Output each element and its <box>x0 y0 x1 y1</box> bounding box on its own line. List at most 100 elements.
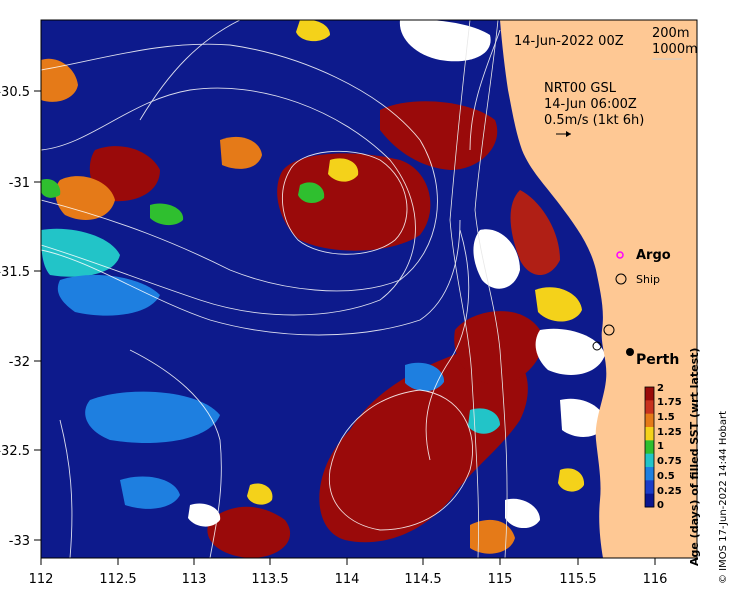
patch-green-left <box>41 178 61 198</box>
credit-label: © IMOS 17-Jun-2022 14:44 Hobart <box>718 411 729 584</box>
contour-6 <box>328 389 473 531</box>
x-tick-label: 114.5 <box>404 572 441 587</box>
ship-position-icon-2 <box>592 341 602 351</box>
colorbar-swatch <box>645 387 654 401</box>
patch-green-north <box>298 182 325 204</box>
contour-9 <box>469 29 501 151</box>
patch-cyan-south <box>468 408 500 434</box>
patch-red-coast <box>454 311 543 385</box>
perth-label: Perth <box>636 352 679 368</box>
y-tick-label: -31 <box>9 176 30 191</box>
nodata-southeast <box>560 398 606 437</box>
y-tick-label: -31.5 <box>0 265 30 280</box>
isobath-200m <box>474 20 508 558</box>
nodata-perth <box>535 328 605 375</box>
contour-7 <box>59 419 73 558</box>
ship-position-icon <box>603 324 615 336</box>
colorbar-swatch <box>645 400 654 415</box>
colorbar-tick-labels: 2 1.75 1.5 1.25 1 0.75 0.5 0.25 0 <box>657 383 682 511</box>
axis-ticks <box>34 90 656 565</box>
x-tick-label: 115.5 <box>559 572 596 587</box>
patch-yellow-coast <box>535 287 582 322</box>
patch-green-west <box>150 203 184 226</box>
contour-10 <box>139 20 241 121</box>
colorbar-tick-label: 0 <box>657 500 664 511</box>
colorbar-swatch <box>645 440 654 455</box>
contour-8 <box>425 229 470 461</box>
ship-legend-label: Ship <box>636 273 660 286</box>
colorbar-title: Age (days) of filled SST (wrt latest) <box>688 348 701 566</box>
colorbar-tick-label: 0.75 <box>657 456 682 467</box>
x-tick-label: 112.5 <box>99 572 136 587</box>
patch-red-shelf <box>510 190 560 275</box>
sst-contours <box>41 20 501 558</box>
y-tick-label: -30.5 <box>0 85 30 100</box>
colorbar-swatch <box>645 493 654 508</box>
sst-age-patches <box>41 20 606 558</box>
colorbar-swatch <box>645 413 654 428</box>
colorbar-frame <box>644 386 655 508</box>
ship-symbol-icon <box>615 273 627 285</box>
colorbar-swatches <box>645 387 654 508</box>
patch-red-northeast <box>380 101 498 170</box>
patch-blue-southwest2 <box>120 476 180 509</box>
x-tick-label: 114 <box>335 572 360 587</box>
patch-red-north <box>277 153 431 251</box>
colorbar-tick-label: 0.5 <box>657 471 675 482</box>
contour-4 <box>129 349 222 558</box>
colorbar-tick-label: 1.5 <box>657 412 675 423</box>
x-tick-label: 112 <box>29 572 54 587</box>
x-tick-label: 113.5 <box>251 572 288 587</box>
nodata-south <box>188 503 221 527</box>
argo-legend-label: Argo <box>636 248 671 263</box>
x-tick-label: 115 <box>488 572 513 587</box>
patch-orange-topleft <box>41 58 78 102</box>
x-tick-labels: 112 112.5 113 113.5 114 114.5 115 115.5 … <box>29 572 668 587</box>
patch-red-south <box>319 344 528 543</box>
y-tick-label: -32 <box>9 355 30 370</box>
argo-symbol-icon <box>616 251 624 259</box>
colorbar-tick-label: 2 <box>657 383 664 394</box>
current-time-label: 14-Jun 06:00Z <box>544 97 637 112</box>
bathymetry-lines <box>449 20 508 558</box>
colorbar-swatch <box>645 453 654 468</box>
nodata-northeast <box>399 20 491 62</box>
patch-yellow-south <box>247 483 273 505</box>
nodata-coast <box>473 229 520 289</box>
date-label: 14-Jun-2022 00Z <box>514 34 624 49</box>
isobath-1000m <box>449 20 479 558</box>
plot-frame <box>40 19 698 559</box>
contour-1 <box>41 43 438 292</box>
y-tick-label: -32.5 <box>0 444 30 459</box>
y-tick-label: -33 <box>9 534 30 549</box>
current-scale-label: 0.5m/s (1kt 6h) <box>544 113 644 128</box>
colorbar-tick-label: 1.75 <box>657 397 682 408</box>
y-tick-labels: -30.5 -31 -31.5 -32 -32.5 -33 <box>0 85 30 549</box>
current-scale-arrow <box>556 131 571 137</box>
patch-orange-south <box>470 519 515 554</box>
contour-2 <box>41 87 416 316</box>
colorbar-tick-label: 1 <box>657 441 664 452</box>
colorbar-swatch <box>645 480 654 495</box>
nodata-southeast2 <box>505 498 540 529</box>
x-tick-label: 116 <box>643 572 668 587</box>
patch-blue-southwest <box>85 391 221 443</box>
colorbar-tick-label: 0.25 <box>657 486 682 497</box>
patch-blue-mid <box>405 362 445 392</box>
patch-yellow-southeast <box>558 468 585 492</box>
patch-red-southwest <box>207 506 291 558</box>
perth-marker-icon <box>626 348 634 356</box>
patch-orange-north <box>220 136 262 169</box>
contour-legend-1000m: 1000m <box>652 42 698 57</box>
patch-orange-west <box>55 176 115 220</box>
colorbar: 2 1.75 1.5 1.25 1 0.75 0.5 0.25 0 Age (d… <box>644 348 701 566</box>
current-model-label: NRT00 GSL <box>544 81 617 96</box>
contour-5 <box>282 150 408 255</box>
contour-legend-200m: 200m <box>652 26 689 41</box>
colorbar-tick-label: 1.25 <box>657 427 682 438</box>
contour-3 <box>41 219 461 336</box>
patch-yellow-topright <box>296 20 330 42</box>
patch-yellow-north <box>328 158 359 182</box>
plot-area <box>41 20 697 558</box>
